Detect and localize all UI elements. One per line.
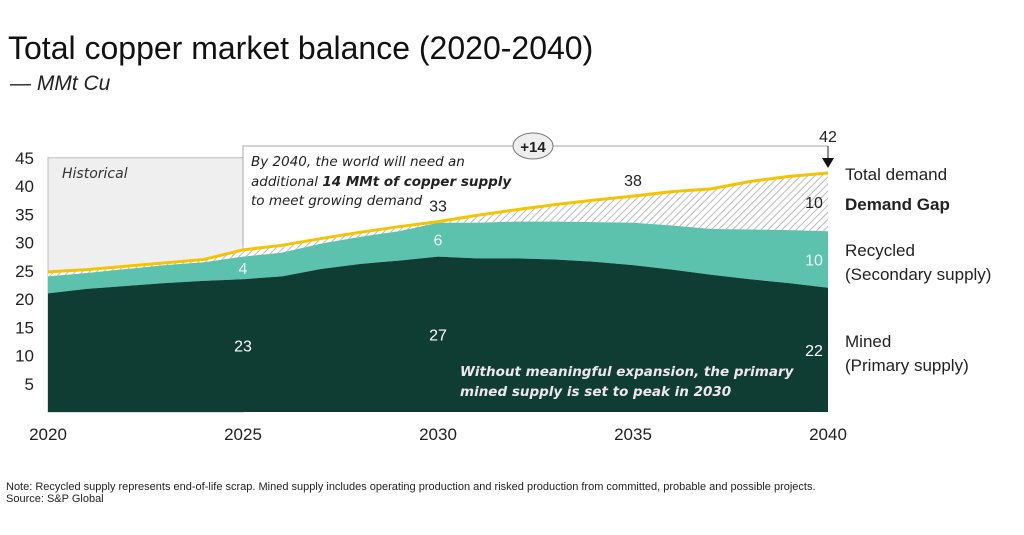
y-tick-label: 30 <box>15 234 34 253</box>
y-tick-label: 40 <box>15 177 34 196</box>
y-tick-label: 10 <box>15 347 34 366</box>
y-tick-label: 5 <box>25 375 34 394</box>
data-label: 42 <box>819 129 837 146</box>
annotation-arrow-icon <box>822 158 834 168</box>
annotation-bold: 14 MMt of copper supply <box>322 174 512 190</box>
y-tick-label: 25 <box>15 262 34 281</box>
annotation-line-3: to meet growing demand <box>251 193 423 209</box>
area-mined <box>48 256 828 412</box>
historical-label: Historical <box>62 166 128 182</box>
y-tick-label: 35 <box>15 205 34 224</box>
footnote: Note: Recycled supply represents end-of-… <box>6 481 816 493</box>
annotation-line-1: By 2040, the world will need an <box>251 154 465 170</box>
annotation-line-2: additional 14 MMt of copper supply <box>251 174 512 190</box>
increase-badge-text: +14 <box>520 139 546 156</box>
chart-subtitle: — MMt Cu <box>10 72 111 95</box>
annotation-bracket <box>242 145 828 246</box>
annotation-bottom-2: mined supply is set to peak in 2030 <box>460 384 731 400</box>
source: Source: S&P Global <box>6 493 104 505</box>
legend-recycled-sub: (Secondary supply) <box>845 265 991 284</box>
data-label: 6 <box>434 233 443 250</box>
data-label: 38 <box>624 173 642 190</box>
line-total-demand <box>47 171 829 274</box>
x-tick-label: 2020 <box>29 425 67 444</box>
data-label: 33 <box>429 199 447 216</box>
annotation-bottom-1: Without meaningful expansion, the primar… <box>460 364 795 380</box>
x-tick-label: 2040 <box>809 425 847 444</box>
chart: Historical +14 By 2040, the world will nee… <box>15 129 991 444</box>
legend-mined-sub: (Primary supply) <box>845 356 969 375</box>
increase-badge <box>512 132 554 160</box>
x-tick-label: 2030 <box>419 425 457 444</box>
data-label: 4 <box>239 261 248 278</box>
legend-total-demand: Total demand <box>845 165 947 184</box>
legend-demand-gap: Demand Gap <box>845 195 950 214</box>
area-recycled <box>48 221 828 294</box>
legend-mined: Mined <box>845 332 891 351</box>
data-label: 22 <box>805 343 823 360</box>
y-tick-label: 45 <box>15 149 34 168</box>
x-tick-label: 2035 <box>614 425 652 444</box>
y-tick-label: 20 <box>15 290 34 309</box>
y-tick-label: 15 <box>15 318 34 337</box>
legend-recycled: Recycled <box>845 241 915 260</box>
data-label: 23 <box>234 339 252 356</box>
chart-title: Total copper market balance (2020-2040) <box>8 30 594 66</box>
data-label: 10 <box>805 195 823 212</box>
x-tick-label: 2025 <box>224 425 262 444</box>
data-label: 27 <box>429 327 447 344</box>
data-label: 10 <box>805 252 823 269</box>
